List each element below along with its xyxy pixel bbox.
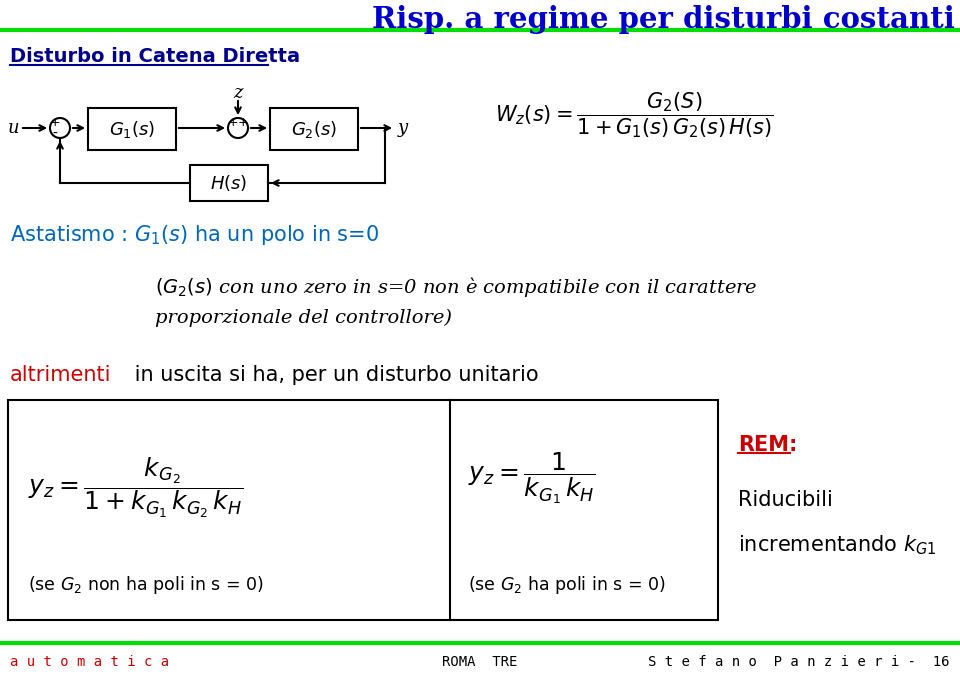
Text: z: z <box>233 84 243 102</box>
Text: Astatismo : $G_1(s)$ ha un polo in s=0: Astatismo : $G_1(s)$ ha un polo in s=0 <box>10 223 379 247</box>
Text: altrimenti: altrimenti <box>10 365 111 385</box>
Text: $y_z = \dfrac{1}{k_{G_1}\,k_H}$: $y_z = \dfrac{1}{k_{G_1}\,k_H}$ <box>468 450 595 506</box>
Text: +: + <box>228 115 238 128</box>
Text: Disturbo in Catena Diretta: Disturbo in Catena Diretta <box>10 48 300 67</box>
Text: proporzionale del controllore): proporzionale del controllore) <box>155 309 452 327</box>
Bar <box>190 165 268 201</box>
Text: +: + <box>50 115 60 128</box>
Bar <box>8 400 718 620</box>
Text: incrementando $k_{G1}$: incrementando $k_{G1}$ <box>738 533 937 557</box>
Text: (se $G_2$ ha poli in s = 0): (se $G_2$ ha poli in s = 0) <box>468 574 665 596</box>
Text: $W_z(s) = \dfrac{G_2(S)}{1 + G_1(s)\,G_2(s)\,H(s)}$: $W_z(s) = \dfrac{G_2(S)}{1 + G_1(s)\,G_2… <box>495 90 774 140</box>
Text: REM:: REM: <box>738 435 798 455</box>
Text: $G_1(s)$: $G_1(s)$ <box>108 119 156 140</box>
Bar <box>270 108 358 150</box>
Text: Riducibili: Riducibili <box>738 490 833 510</box>
Text: (se $G_2$ non ha poli in s = 0): (se $G_2$ non ha poli in s = 0) <box>28 574 264 596</box>
Text: -: - <box>53 127 58 141</box>
Text: in uscita si ha, per un disturbo unitario: in uscita si ha, per un disturbo unitari… <box>128 365 539 385</box>
Text: $(G_2(s)$ con uno zero in s=0 non è compatibile con il carattere: $(G_2(s)$ con uno zero in s=0 non è comp… <box>155 275 757 299</box>
Text: y: y <box>398 119 408 137</box>
Text: $G_2(s)$: $G_2(s)$ <box>291 119 337 140</box>
Text: ROMA  TRE: ROMA TRE <box>443 655 517 669</box>
Text: u: u <box>8 119 19 137</box>
Text: +: + <box>238 115 249 128</box>
Bar <box>88 108 176 150</box>
Text: S t e f a n o  P a n z i e r i -  16: S t e f a n o P a n z i e r i - 16 <box>649 655 950 669</box>
Text: $y_z = \dfrac{k_{G_2}}{1 + k_{G_1}\,k_{G_2}\,k_H}$: $y_z = \dfrac{k_{G_2}}{1 + k_{G_1}\,k_{G… <box>28 456 243 520</box>
Text: $H(s)$: $H(s)$ <box>210 173 248 193</box>
Text: a u t o m a t i c a: a u t o m a t i c a <box>10 655 169 669</box>
Text: Risp. a regime per disturbi costanti: Risp. a regime per disturbi costanti <box>372 5 955 35</box>
